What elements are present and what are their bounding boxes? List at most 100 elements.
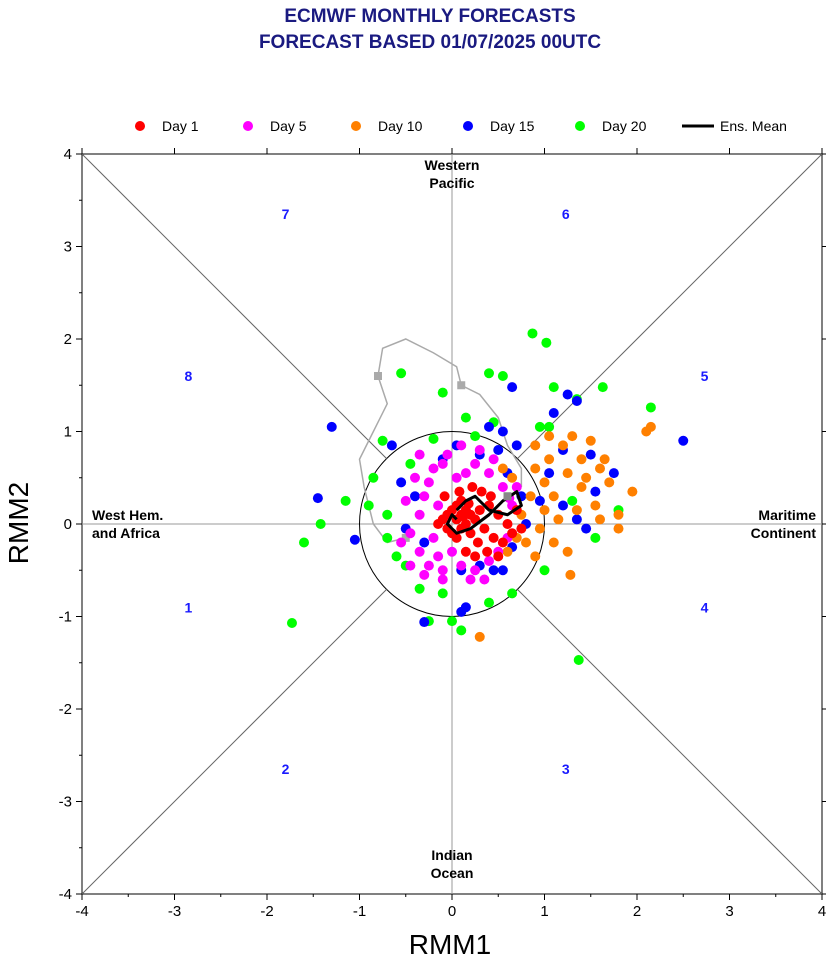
y-axis-label: RMM2: [3, 482, 34, 564]
point-day-1: [497, 537, 508, 548]
region-label-right: Continent: [751, 525, 817, 541]
point-day-1: [479, 523, 490, 534]
legend-marker-day-1: [135, 121, 145, 131]
point-day-5: [451, 472, 462, 483]
point-day-10: [507, 472, 518, 483]
point-day-10: [581, 472, 592, 483]
y-tick-label: 2: [64, 331, 72, 348]
point-day-20: [497, 371, 508, 381]
point-day-10: [525, 491, 536, 502]
point-day-5: [484, 556, 494, 566]
phase-label-6: 6: [562, 206, 570, 222]
grey-track-line: [358, 338, 523, 544]
phase-diagonal: [81, 153, 387, 459]
point-day-10: [562, 468, 573, 479]
point-day-20: [456, 625, 467, 636]
point-day-10: [553, 514, 564, 525]
phase-diagonal: [81, 589, 387, 895]
plot-area: -4 -3 -2 -1 0 1 2 3 4 -4 -3 -2 -1 0 1 2 3 4 Western Pacific…: [59, 146, 826, 920]
point-day-15: [497, 426, 508, 437]
point-day-5: [423, 477, 434, 488]
x-tick-label: 0: [448, 903, 456, 920]
phase-diagonal: [517, 153, 823, 459]
point-day-15: [678, 435, 689, 446]
point-day-15: [460, 602, 471, 613]
point-day-15: [534, 495, 545, 506]
point-day-10: [613, 523, 624, 534]
point-day-10: [576, 454, 587, 465]
chart-title-line-1: ECMWF MONTHLY FORECASTS: [284, 6, 575, 27]
region-label-left: West Hem.: [92, 507, 163, 523]
point-day-10: [585, 435, 596, 446]
point-day-5: [470, 565, 481, 576]
phase-label-8: 8: [184, 368, 192, 384]
point-day-5: [447, 546, 457, 557]
point-day-15: [410, 491, 420, 502]
point-day-20: [363, 500, 374, 511]
point-day-10: [539, 505, 550, 516]
region-label-bottom: Ocean: [431, 865, 474, 881]
phase-label-2: 2: [282, 761, 290, 777]
point-day-5: [484, 468, 494, 479]
point-day-5: [428, 532, 439, 543]
point-day-1: [472, 537, 483, 548]
point-day-10: [548, 537, 559, 548]
point-day-5: [479, 574, 490, 585]
point-day-10: [599, 454, 610, 465]
point-day-20: [382, 509, 393, 520]
point-day-5: [497, 482, 508, 492]
legend-label-day-20: Day 20: [602, 118, 647, 134]
point-day-20: [573, 654, 584, 665]
grey-track-marker: [401, 533, 410, 542]
point-day-20: [567, 495, 578, 506]
point-day-10: [562, 546, 573, 557]
phase-label-5: 5: [701, 368, 709, 384]
point-day-20: [437, 588, 448, 599]
point-day-20: [507, 588, 518, 599]
phase-diagonal: [517, 589, 823, 895]
point-day-20: [470, 431, 481, 442]
point-day-1: [493, 551, 504, 562]
point-day-5: [400, 495, 411, 506]
ens-mean-marker: [503, 492, 512, 501]
point-day-1: [451, 532, 462, 543]
point-day-20: [484, 368, 494, 379]
point-day-15: [562, 389, 573, 400]
grey-track-marker: [374, 372, 382, 380]
point-day-1: [482, 546, 493, 557]
point-day-5: [437, 565, 448, 576]
phase-label-7: 7: [282, 206, 290, 222]
phase-label-3: 3: [562, 761, 570, 777]
point-day-10: [530, 551, 541, 562]
point-day-1: [474, 505, 485, 516]
point-day-20: [340, 495, 351, 506]
point-day-5: [414, 546, 425, 557]
legend-marker-day-5: [243, 121, 253, 131]
point-day-20: [447, 616, 457, 627]
region-label-left: and Africa: [92, 525, 160, 541]
point-day-15: [419, 617, 430, 628]
point-day-5: [470, 458, 481, 469]
point-day-5: [410, 472, 420, 483]
point-day-15: [571, 514, 582, 525]
point-day-20: [405, 458, 416, 469]
point-day-15: [511, 440, 522, 451]
point-day-1: [433, 519, 444, 529]
point-day-20: [539, 565, 550, 576]
y-tick-label: -2: [59, 701, 72, 718]
point-day-20: [527, 328, 538, 339]
x-tick-label: -2: [260, 903, 273, 920]
point-day-10: [544, 431, 555, 442]
point-day-15: [396, 477, 407, 488]
point-day-5: [419, 491, 430, 502]
point-day-20: [315, 519, 326, 529]
point-day-20: [484, 597, 494, 608]
point-day-5: [511, 482, 522, 492]
point-day-20: [645, 402, 656, 413]
point-day-1: [460, 546, 471, 557]
point-day-15: [419, 537, 430, 548]
point-day-1: [470, 551, 481, 562]
point-day-5: [474, 445, 485, 455]
phase-label-1: 1: [184, 599, 192, 615]
point-day-10: [530, 440, 541, 451]
